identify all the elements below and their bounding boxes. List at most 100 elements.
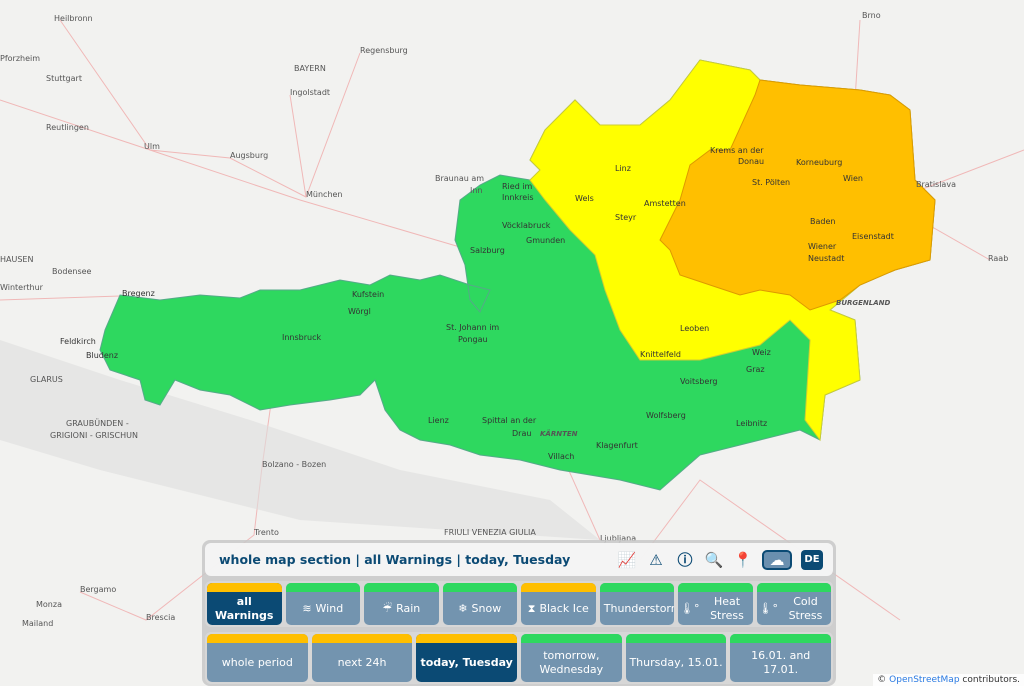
toolbar: 📈 ⚠ ⓘ 🔍 📍 ☁ DE bbox=[617, 549, 823, 570]
map-label: Augsburg bbox=[230, 151, 268, 160]
map-label: Feldkirch bbox=[60, 337, 96, 346]
button-label: Thunderstorm bbox=[603, 601, 674, 615]
map-label: Wien bbox=[843, 174, 863, 183]
warning-type-heat-stress[interactable]: 🌡° Heat Stress bbox=[678, 583, 753, 625]
map-label: BAYERN bbox=[294, 64, 326, 73]
map-label: GLARUS bbox=[30, 375, 63, 384]
map-label: Ried im bbox=[502, 182, 533, 191]
map-label: Innsbruck bbox=[282, 333, 322, 342]
panel-title: whole map section | all Warnings | today… bbox=[219, 552, 571, 567]
map-label: Pongau bbox=[458, 335, 488, 344]
warning-type-icon: 🌡° bbox=[680, 601, 700, 615]
warning-type-icon: ❄ bbox=[458, 601, 468, 615]
map-label: Brescia bbox=[146, 613, 175, 622]
map-label: Inn bbox=[470, 186, 483, 195]
button-content: ❄ Snow bbox=[443, 592, 518, 625]
warning-level-bar bbox=[442, 583, 517, 592]
warning-icon[interactable]: ⚠ bbox=[649, 550, 663, 569]
language-button[interactable]: DE bbox=[801, 549, 823, 570]
warning-type-rain[interactable]: ☔ Rain bbox=[364, 583, 439, 625]
map-label: Steyr bbox=[615, 213, 637, 222]
map-label: St. Pölten bbox=[752, 178, 790, 187]
attribution-suffix: contributors. bbox=[959, 675, 1020, 685]
map-label: Korneuburg bbox=[796, 158, 842, 167]
period-today-tuesday[interactable]: today, Tuesday bbox=[416, 634, 518, 682]
period-thursday-15-01-[interactable]: Thursday, 15.01. bbox=[625, 634, 727, 682]
map-label: Innkreis bbox=[502, 193, 534, 202]
warning-level-bar bbox=[756, 583, 831, 592]
region-labels: KÄRNTEN BURGENLAND bbox=[540, 299, 891, 438]
warning-level-bar bbox=[521, 583, 596, 592]
cloud-icon[interactable]: ☁ bbox=[762, 549, 792, 570]
map-label: GRAUBÜNDEN - bbox=[66, 418, 129, 428]
period-whole-period[interactable]: whole period bbox=[207, 634, 308, 682]
map-label: Knittelfeld bbox=[640, 350, 681, 359]
panel-header: whole map section | all Warnings | today… bbox=[205, 543, 833, 576]
period-tomorrow-wednesday[interactable]: tomorrow, Wednesday bbox=[521, 634, 622, 682]
map-label: Bregenz bbox=[122, 289, 155, 298]
location-pin-icon[interactable]: 📍 bbox=[733, 550, 753, 569]
map-label: Mailand bbox=[22, 619, 53, 628]
outside-city-labels: Heilbronn Pforzheim Stuttgart Reutlingen Ulm… bbox=[0, 11, 1008, 628]
map-label: Leibnitz bbox=[736, 419, 767, 428]
button-content: next 24h bbox=[312, 643, 413, 682]
button-content: 🌡° Cold Stress bbox=[757, 592, 832, 625]
button-label: Snow bbox=[471, 601, 502, 615]
button-content: 🌡° Heat Stress bbox=[678, 592, 753, 625]
map-label: Pforzheim bbox=[0, 54, 40, 63]
map-label: BURGENLAND bbox=[836, 299, 891, 307]
button-label: Heat Stress bbox=[710, 594, 744, 622]
map-label: Vöcklabruck bbox=[502, 221, 551, 230]
map-label: Bodensee bbox=[52, 267, 92, 276]
info-icon[interactable]: ⓘ bbox=[677, 551, 693, 569]
warning-level-bar bbox=[521, 634, 622, 643]
map-label: Wels bbox=[575, 194, 594, 203]
warning-type-icon: ☔ bbox=[382, 601, 393, 615]
austria-city-labels: Bregenz Feldkirch Bludenz Innsbruck Kufstein… bbox=[60, 146, 894, 461]
map-label: Bratislava bbox=[916, 180, 956, 189]
warning-type-cold-stress[interactable]: 🌡° Cold Stress bbox=[756, 583, 832, 625]
warning-type-snow[interactable]: ❄ Snow bbox=[442, 583, 518, 625]
warning-level-bar bbox=[207, 634, 308, 643]
button-label: Black Ice bbox=[539, 601, 589, 615]
map-label: Heilbronn bbox=[54, 14, 93, 23]
map-label: Wiener bbox=[808, 242, 837, 251]
period-selector: whole period next 24h today, Tuesday tomorr… bbox=[205, 632, 833, 684]
map-label: Braunau am bbox=[435, 174, 484, 183]
button-content: 16.01. and 17.01. bbox=[730, 643, 831, 682]
button-label: tomorrow, Wednesday bbox=[539, 648, 604, 676]
warning-type-icon: ⧗ bbox=[527, 601, 536, 615]
chart-icon[interactable]: 📈 bbox=[617, 550, 637, 569]
map-label: Regensburg bbox=[360, 46, 408, 55]
map-label: Voitsberg bbox=[680, 377, 718, 386]
button-content: today, Tuesday bbox=[416, 643, 517, 682]
period-16-01-and-17-01-[interactable]: 16.01. and 17.01. bbox=[730, 634, 832, 682]
map-label: Stuttgart bbox=[46, 74, 82, 83]
map-label: Graz bbox=[746, 365, 765, 374]
map-label: Krems an der bbox=[710, 146, 764, 155]
button-label: whole period bbox=[221, 655, 293, 669]
map-label: Drau bbox=[512, 429, 531, 438]
map-label: FRIULI VENEZIA GIULIA bbox=[444, 528, 536, 537]
map-label: Donau bbox=[738, 157, 764, 166]
button-content: all Warnings bbox=[207, 592, 282, 625]
map-label: GRIGIONI - GRISCHUN bbox=[50, 431, 138, 440]
map-label: Villach bbox=[548, 452, 574, 461]
warning-level-bar bbox=[599, 583, 674, 592]
warning-type-thunderstorm[interactable]: ⚡Thunderstorm bbox=[599, 583, 675, 625]
region-orange-warning[interactable] bbox=[659, 79, 936, 311]
warning-level-bar bbox=[678, 583, 753, 592]
warning-type-selector: all Warnings≋Wind☔Rain❄Snow⧗Black Ice⚡Th… bbox=[205, 581, 833, 627]
period-next-24h[interactable]: next 24h bbox=[311, 634, 413, 682]
warning-type-black-ice[interactable]: ⧗ Black Ice bbox=[521, 583, 596, 625]
zoom-icon[interactable]: 🔍 bbox=[704, 550, 724, 569]
button-content: ⚡Thunderstorm bbox=[600, 592, 675, 625]
map-label: Salzburg bbox=[470, 246, 505, 255]
button-label: Cold Stress bbox=[788, 594, 823, 622]
warning-level-bar bbox=[416, 634, 518, 643]
openstreetmap-link[interactable]: OpenStreetMap bbox=[889, 675, 960, 685]
warning-type-all-warnings[interactable]: all Warnings bbox=[207, 583, 282, 625]
warning-type-wind[interactable]: ≋ Wind bbox=[285, 583, 360, 625]
map-label: Lienz bbox=[428, 416, 449, 425]
